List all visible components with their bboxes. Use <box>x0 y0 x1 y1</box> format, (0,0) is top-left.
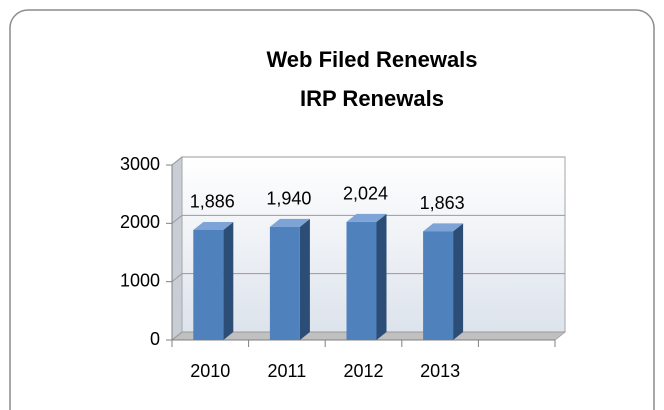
chart-subtitle: IRP Renewals <box>300 86 444 111</box>
bar-side <box>376 213 387 340</box>
data-label: 1,863 <box>420 193 465 213</box>
bar <box>423 231 454 340</box>
bar <box>269 226 300 340</box>
bar <box>346 221 377 340</box>
bar-side <box>299 218 310 340</box>
bar-top <box>423 223 464 232</box>
grid-line <box>171 214 565 224</box>
data-label: 1,886 <box>190 192 235 212</box>
y-tick-label: 2000 <box>120 212 160 232</box>
grid-line <box>171 156 565 166</box>
bar-top <box>346 213 387 222</box>
y-tick-label: 0 <box>150 329 160 349</box>
bar-top <box>193 221 234 230</box>
bar-side <box>223 221 234 340</box>
chart-title: Web Filed Renewals <box>266 47 477 72</box>
data-label: 2,024 <box>343 184 388 204</box>
y-tick-label: 1000 <box>120 270 160 290</box>
x-tick-label: 2010 <box>190 361 230 381</box>
y-tick-label: 3000 <box>120 154 160 174</box>
data-label: 1,940 <box>266 189 311 209</box>
x-tick-label: 2011 <box>268 361 307 381</box>
x-tick-label: 2013 <box>420 361 460 381</box>
bar-top <box>269 218 310 227</box>
x-tick-label: 2012 <box>343 361 383 381</box>
side-wall <box>171 155 183 342</box>
bar-side <box>453 223 464 340</box>
bar <box>193 229 224 340</box>
